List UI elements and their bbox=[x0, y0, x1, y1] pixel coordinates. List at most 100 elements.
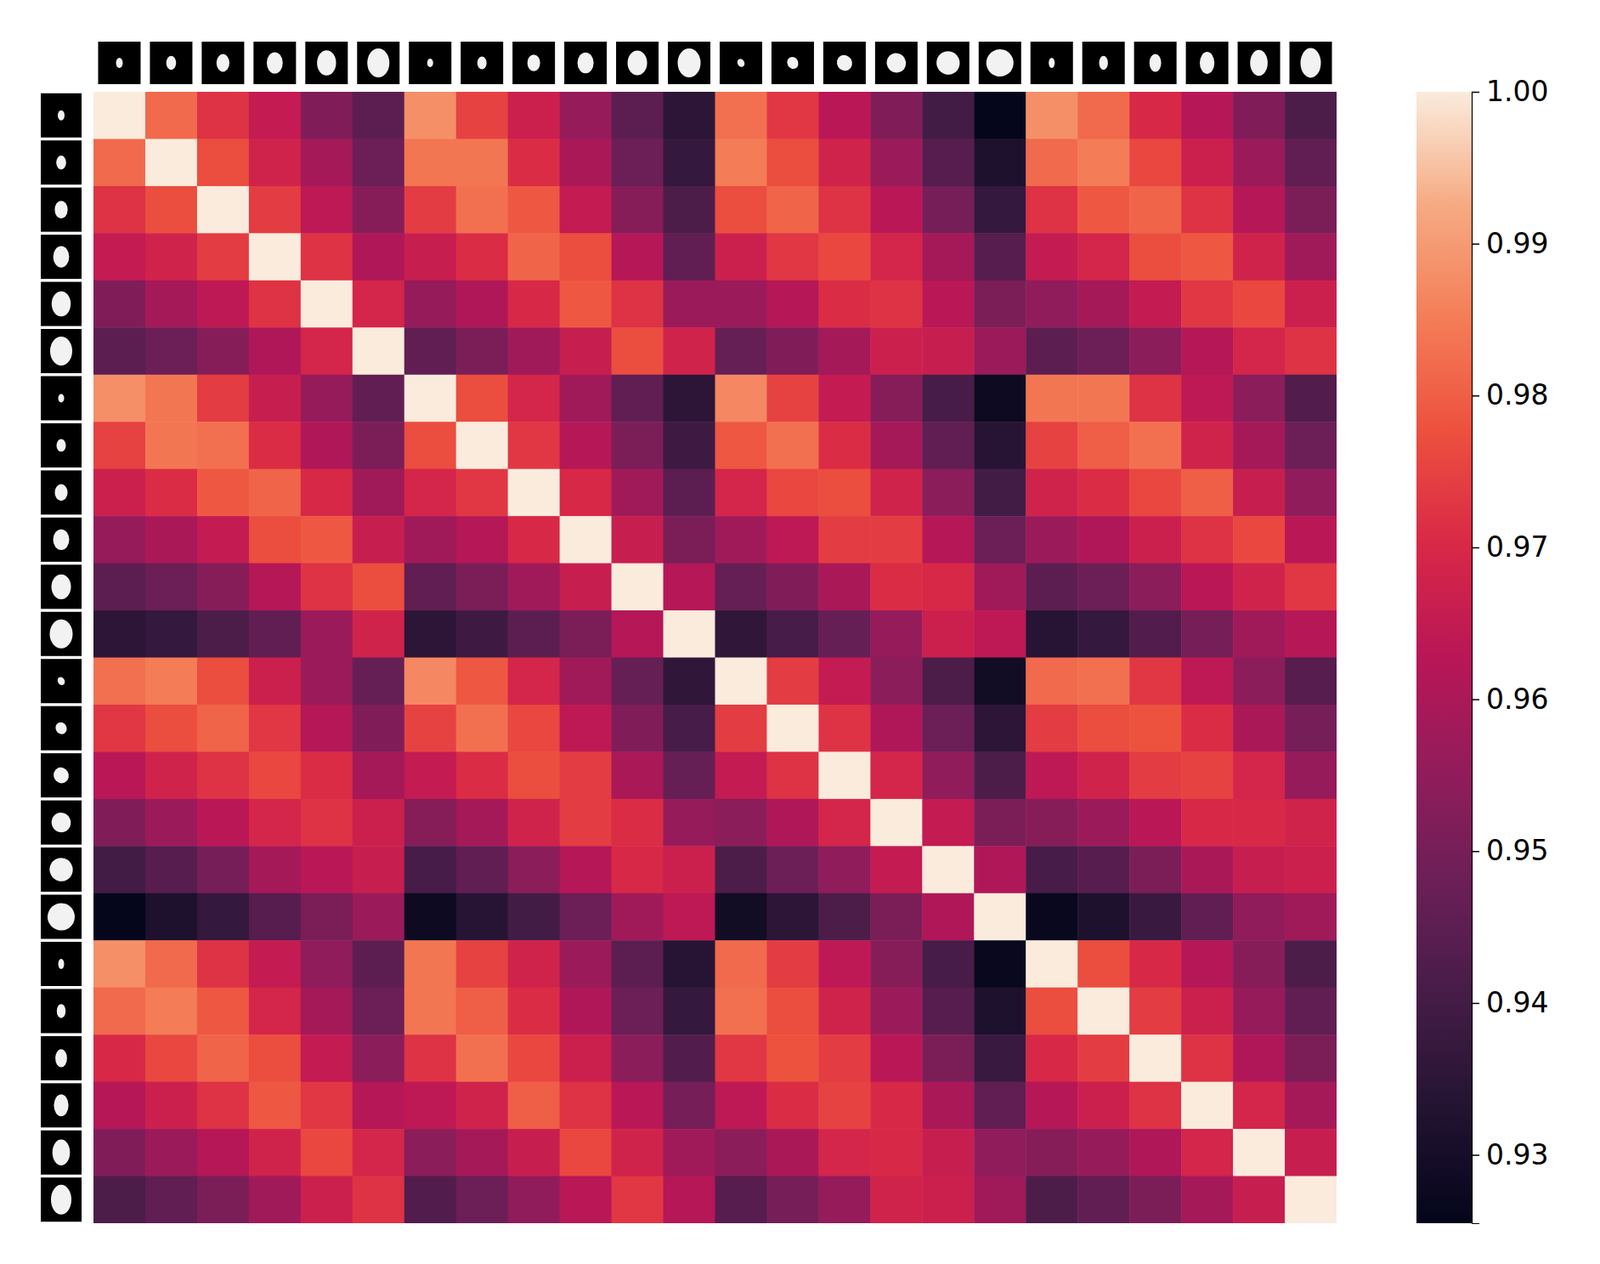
tick-label: 1.00 bbox=[1486, 74, 1549, 108]
heatmap-cell bbox=[870, 91, 922, 140]
heatmap-cell bbox=[818, 469, 871, 517]
heatmap-cell bbox=[1284, 91, 1337, 140]
heatmap-cell bbox=[921, 610, 974, 658]
tick: 0.96 bbox=[1471, 682, 1549, 716]
heatmap-cell bbox=[93, 1081, 146, 1130]
heatmap-cell bbox=[921, 987, 974, 1035]
thumbnail bbox=[408, 41, 452, 85]
heatmap-cell bbox=[715, 421, 768, 470]
heatmap-cell bbox=[197, 91, 249, 140]
heatmap-cell bbox=[508, 1081, 560, 1130]
thumbnail-shape bbox=[50, 336, 73, 366]
heatmap-cell bbox=[93, 327, 146, 375]
heatmap-cell bbox=[300, 374, 353, 423]
heatmap-cell bbox=[663, 138, 716, 187]
heatmap-cell bbox=[404, 280, 457, 328]
heatmap-cell bbox=[715, 515, 768, 564]
heatmap-cell bbox=[456, 421, 509, 470]
heatmap-cell bbox=[1025, 469, 1078, 517]
tick-label: 0.98 bbox=[1486, 378, 1549, 412]
heatmap-cell bbox=[248, 1128, 301, 1176]
thumbnail-shape bbox=[316, 50, 336, 76]
heatmap-cell bbox=[611, 798, 664, 847]
heatmap-cell bbox=[508, 657, 560, 706]
heatmap-cell bbox=[1284, 186, 1337, 234]
heatmap-cell bbox=[1025, 845, 1078, 894]
heatmap-cell bbox=[715, 138, 768, 187]
chart: 0.930.940.950.960.970.980.991.00 bbox=[0, 0, 1600, 1264]
heatmap-cell bbox=[611, 939, 664, 988]
heatmap-cell bbox=[559, 374, 612, 423]
heatmap-cell bbox=[818, 845, 871, 894]
heatmap-cell bbox=[93, 563, 146, 611]
heatmap-cell bbox=[352, 374, 405, 423]
heatmap-cell bbox=[559, 232, 612, 281]
heatmap-cell bbox=[766, 280, 819, 328]
heatmap-cell bbox=[404, 186, 457, 234]
heatmap-cell bbox=[1181, 939, 1233, 988]
heatmap-cell bbox=[559, 1081, 612, 1130]
thumbnail-bg bbox=[40, 1035, 82, 1080]
heatmap-cell bbox=[508, 186, 560, 234]
thumbnail bbox=[40, 1176, 82, 1222]
heatmap-cell bbox=[197, 515, 249, 564]
heatmap-cell bbox=[1232, 798, 1285, 847]
heatmap-cell bbox=[456, 327, 509, 375]
heatmap-cell bbox=[300, 939, 353, 988]
heatmap-cell bbox=[973, 138, 1026, 187]
thumbnail-bg bbox=[1134, 41, 1177, 85]
heatmap-cell bbox=[145, 845, 198, 894]
thumbnail-bg bbox=[40, 800, 82, 845]
heatmap-cell bbox=[456, 563, 509, 611]
heatmap-cell bbox=[766, 232, 819, 281]
heatmap-cell bbox=[1284, 421, 1337, 470]
heatmap-cell bbox=[663, 469, 716, 517]
heatmap-cell bbox=[973, 1175, 1026, 1223]
heatmap-cell bbox=[766, 657, 819, 706]
heatmap-cell bbox=[352, 1081, 405, 1130]
thumbnail-shape bbox=[932, 46, 964, 80]
thumbnail bbox=[875, 41, 918, 85]
heatmap-cell bbox=[1025, 280, 1078, 328]
heatmap-cell bbox=[93, 798, 146, 847]
heatmap-cell bbox=[456, 893, 509, 941]
heatmap-cell bbox=[248, 91, 301, 140]
heatmap-cell bbox=[818, 280, 871, 328]
heatmap-cell bbox=[1232, 893, 1285, 941]
heatmap-cell bbox=[973, 515, 1026, 564]
heatmap-cell bbox=[1025, 751, 1078, 799]
heatmap-cell bbox=[145, 327, 198, 375]
heatmap-cell bbox=[766, 1128, 819, 1176]
heatmap-cell bbox=[1077, 186, 1130, 234]
thumbnail bbox=[40, 375, 82, 420]
thumbnail-shape bbox=[45, 853, 77, 886]
heatmap-cell bbox=[300, 91, 353, 140]
heatmap-cell bbox=[611, 186, 664, 234]
heatmap-cell bbox=[1284, 657, 1337, 706]
heatmap-cell bbox=[508, 610, 560, 658]
heatmap-cell bbox=[1232, 374, 1285, 423]
heatmap-cell bbox=[715, 798, 768, 847]
thumbnail-bg bbox=[305, 41, 348, 85]
heatmap-cell bbox=[1129, 374, 1182, 423]
heatmap-cell bbox=[559, 563, 612, 611]
heatmap-cell bbox=[1181, 374, 1233, 423]
heatmap-cell bbox=[197, 469, 249, 517]
tick-mark bbox=[1471, 547, 1480, 549]
thumbnail bbox=[356, 41, 400, 85]
heatmap-cell bbox=[145, 1128, 198, 1176]
heatmap-cell bbox=[352, 893, 405, 941]
heatmap-cell bbox=[1077, 751, 1130, 799]
heatmap-cell bbox=[611, 1175, 664, 1223]
heatmap-cell bbox=[870, 563, 922, 611]
heatmap-cell bbox=[973, 610, 1026, 658]
heatmap-cell bbox=[300, 893, 353, 941]
thumbnail-shape bbox=[42, 898, 80, 936]
heatmap-cell bbox=[663, 1081, 716, 1130]
heatmap-cell bbox=[508, 469, 560, 517]
heatmap-cell bbox=[715, 845, 768, 894]
heatmap-cell bbox=[1025, 186, 1078, 234]
heatmap-cell bbox=[766, 421, 819, 470]
thumbnail bbox=[40, 423, 82, 468]
heatmap-cell bbox=[1232, 232, 1285, 281]
